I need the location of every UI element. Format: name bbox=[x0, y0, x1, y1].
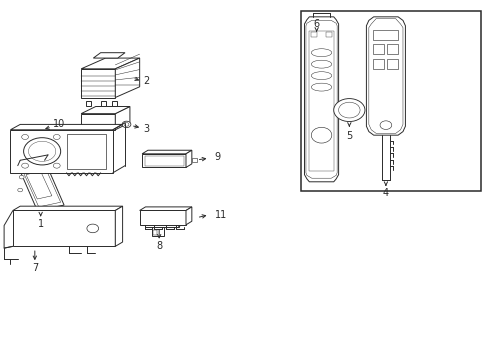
Text: 5: 5 bbox=[346, 131, 352, 141]
Polygon shape bbox=[305, 21, 336, 178]
Circle shape bbox=[53, 163, 60, 168]
Text: 9: 9 bbox=[214, 152, 220, 162]
Bar bbox=[372, 30, 397, 40]
Circle shape bbox=[53, 134, 60, 139]
Bar bbox=[386, 59, 397, 69]
Polygon shape bbox=[115, 107, 130, 130]
Circle shape bbox=[333, 99, 364, 122]
Polygon shape bbox=[144, 214, 178, 226]
Circle shape bbox=[19, 175, 24, 179]
Bar bbox=[386, 44, 397, 54]
Polygon shape bbox=[4, 211, 13, 248]
Polygon shape bbox=[185, 150, 191, 167]
Text: 3: 3 bbox=[142, 124, 149, 134]
Text: 8: 8 bbox=[156, 241, 162, 251]
Polygon shape bbox=[142, 150, 191, 154]
Circle shape bbox=[18, 188, 22, 192]
Text: 1: 1 bbox=[38, 219, 43, 229]
Ellipse shape bbox=[311, 49, 331, 57]
Polygon shape bbox=[140, 207, 191, 211]
Polygon shape bbox=[140, 211, 185, 225]
Circle shape bbox=[87, 224, 99, 233]
Polygon shape bbox=[112, 101, 117, 107]
Ellipse shape bbox=[311, 72, 331, 80]
Polygon shape bbox=[81, 58, 140, 69]
Ellipse shape bbox=[311, 60, 331, 68]
Bar bbox=[310, 32, 316, 37]
Ellipse shape bbox=[311, 83, 331, 91]
Circle shape bbox=[122, 121, 131, 128]
Text: 6: 6 bbox=[313, 19, 319, 29]
Ellipse shape bbox=[311, 127, 331, 143]
Circle shape bbox=[379, 121, 391, 130]
Circle shape bbox=[338, 102, 359, 118]
Text: 11: 11 bbox=[215, 210, 227, 220]
Polygon shape bbox=[21, 163, 61, 207]
Polygon shape bbox=[81, 69, 115, 98]
Bar bbox=[309, 31, 333, 171]
Polygon shape bbox=[81, 107, 130, 114]
Text: 2: 2 bbox=[142, 76, 149, 86]
Polygon shape bbox=[18, 160, 64, 211]
Text: 7: 7 bbox=[32, 263, 38, 273]
Bar bbox=[144, 156, 183, 166]
Bar bbox=[301, 12, 480, 191]
Polygon shape bbox=[115, 206, 122, 246]
Polygon shape bbox=[26, 171, 52, 199]
Bar bbox=[66, 134, 105, 168]
Bar bbox=[372, 59, 384, 69]
Polygon shape bbox=[366, 17, 405, 135]
Polygon shape bbox=[13, 211, 115, 246]
Polygon shape bbox=[142, 154, 185, 167]
Polygon shape bbox=[13, 206, 122, 211]
Circle shape bbox=[23, 138, 61, 165]
Polygon shape bbox=[144, 211, 184, 214]
Circle shape bbox=[124, 123, 129, 126]
Text: 4: 4 bbox=[382, 188, 388, 198]
Polygon shape bbox=[81, 114, 115, 130]
Bar bbox=[153, 230, 157, 234]
Polygon shape bbox=[368, 19, 402, 134]
Circle shape bbox=[21, 163, 28, 168]
Polygon shape bbox=[86, 101, 91, 107]
Polygon shape bbox=[10, 130, 113, 173]
Polygon shape bbox=[185, 207, 191, 225]
Polygon shape bbox=[152, 226, 163, 235]
Polygon shape bbox=[10, 125, 122, 130]
Polygon shape bbox=[304, 17, 338, 182]
Circle shape bbox=[21, 134, 28, 139]
Circle shape bbox=[28, 141, 56, 161]
Bar bbox=[191, 158, 196, 162]
Polygon shape bbox=[101, 101, 105, 107]
Bar bbox=[372, 44, 384, 54]
Polygon shape bbox=[178, 211, 184, 226]
Polygon shape bbox=[93, 53, 125, 58]
Polygon shape bbox=[115, 58, 140, 98]
Bar bbox=[326, 32, 331, 37]
Text: 10: 10 bbox=[53, 120, 65, 129]
